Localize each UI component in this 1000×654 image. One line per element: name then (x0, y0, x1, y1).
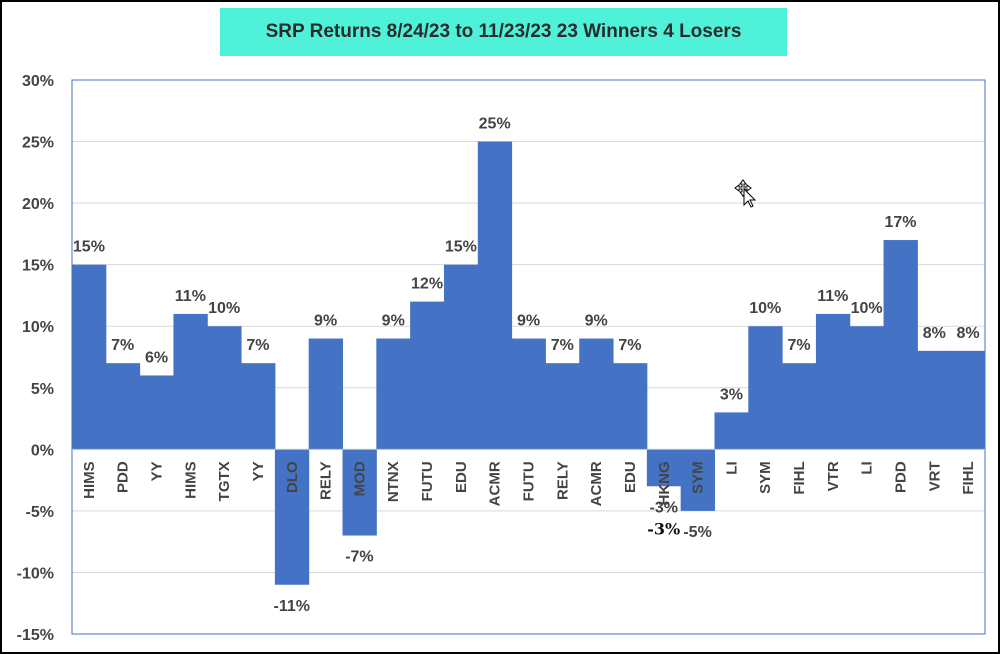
bar (680, 449, 715, 511)
y-tick-label: 30% (22, 73, 54, 90)
bar (72, 264, 107, 450)
category-label: ACMR (487, 461, 504, 506)
bar (646, 449, 682, 487)
data-label: 6% (145, 349, 168, 366)
category-label: PDD (892, 461, 909, 493)
bar (545, 363, 580, 450)
y-tick-label: 20% (22, 196, 54, 213)
category-label: YY (250, 461, 267, 481)
y-tick-label: 25% (22, 135, 54, 152)
category-label: TGTX (216, 461, 233, 501)
data-label: 12% (411, 276, 443, 293)
y-tick-label: -5% (26, 504, 54, 521)
data-label: 11% (175, 288, 206, 305)
data-label: 8% (923, 325, 946, 342)
data-label: 10% (208, 300, 240, 317)
bar (105, 363, 141, 450)
bar (782, 363, 817, 450)
bar (815, 313, 851, 450)
chart-title: SRP Returns 8/24/23 to 11/23/23 23 Winne… (265, 21, 742, 42)
bar (579, 338, 614, 450)
category-label: DLO (284, 461, 301, 493)
y-tick-label: 5% (31, 381, 54, 398)
data-label: 15% (73, 239, 105, 256)
bar (139, 375, 174, 450)
category-label: MOD (351, 461, 368, 496)
data-label: 11% (817, 288, 848, 305)
bar (274, 449, 310, 585)
bar (613, 363, 648, 450)
data-label: 7% (618, 337, 641, 354)
bar (883, 240, 918, 450)
bar (917, 350, 952, 450)
bar (241, 363, 276, 450)
category-label: FUTU (521, 461, 538, 501)
category-label: HIMS (81, 461, 98, 499)
data-label: 9% (382, 313, 405, 330)
y-tick-label: 10% (22, 319, 54, 336)
data-label: 9% (517, 313, 540, 330)
category-label: RELY (554, 461, 571, 500)
data-label: 7% (111, 337, 134, 354)
bar (308, 338, 344, 450)
data-label: -3% (650, 499, 678, 516)
data-label: 9% (314, 313, 337, 330)
category-label: EDU (453, 461, 470, 493)
y-tick-label: 0% (31, 442, 54, 459)
bar (849, 326, 885, 450)
category-label: PDD (115, 461, 132, 493)
category-label: RELY (318, 461, 335, 500)
annotation-label: -3% (647, 519, 680, 538)
category-label: FUTU (419, 461, 436, 501)
move-cursor-icon (734, 179, 757, 208)
bar (714, 412, 749, 450)
category-label: YY (149, 461, 166, 481)
bar (207, 326, 242, 450)
y-tick-label: 15% (22, 258, 54, 275)
data-label: 8% (957, 325, 980, 342)
data-label: 10% (851, 300, 883, 317)
data-label: 7% (787, 337, 810, 354)
data-label: 15% (445, 239, 477, 256)
bar (477, 141, 513, 450)
bar (410, 301, 445, 450)
bar (511, 338, 546, 450)
data-label: -5% (683, 524, 711, 541)
category-label: HIMS (182, 461, 199, 499)
category-label: FIHL (791, 461, 808, 494)
data-label: 25% (479, 116, 511, 133)
category-label: HKNG (656, 461, 673, 505)
data-label: 7% (246, 337, 269, 354)
category-label: SYM (690, 461, 707, 494)
bar (342, 449, 377, 536)
category-label: SYM (757, 461, 774, 494)
data-label: 7% (551, 337, 574, 354)
category-label: NTNX (385, 461, 402, 502)
bar (748, 326, 783, 450)
data-label: 9% (585, 313, 608, 330)
y-tick-label: -15% (17, 627, 54, 644)
bar (376, 338, 411, 450)
category-label: VRT (926, 461, 943, 491)
category-label: LI (723, 461, 740, 474)
category-label: VTR (825, 461, 842, 491)
y-tick-label: -10% (17, 565, 54, 582)
data-label: -7% (345, 549, 373, 566)
data-label: 17% (884, 214, 916, 231)
data-label: -11% (274, 598, 310, 615)
category-label: FIHL (960, 461, 977, 494)
category-label: LI (859, 461, 876, 474)
bar (173, 313, 208, 450)
category-label: ACMR (588, 461, 605, 506)
category-label: EDU (622, 461, 639, 493)
data-label: 10% (749, 300, 781, 317)
chart-title-box: SRP Returns 8/24/23 to 11/23/23 23 Winne… (220, 8, 787, 56)
bar (443, 264, 479, 450)
data-label: 3% (720, 386, 743, 403)
bar (951, 350, 986, 450)
